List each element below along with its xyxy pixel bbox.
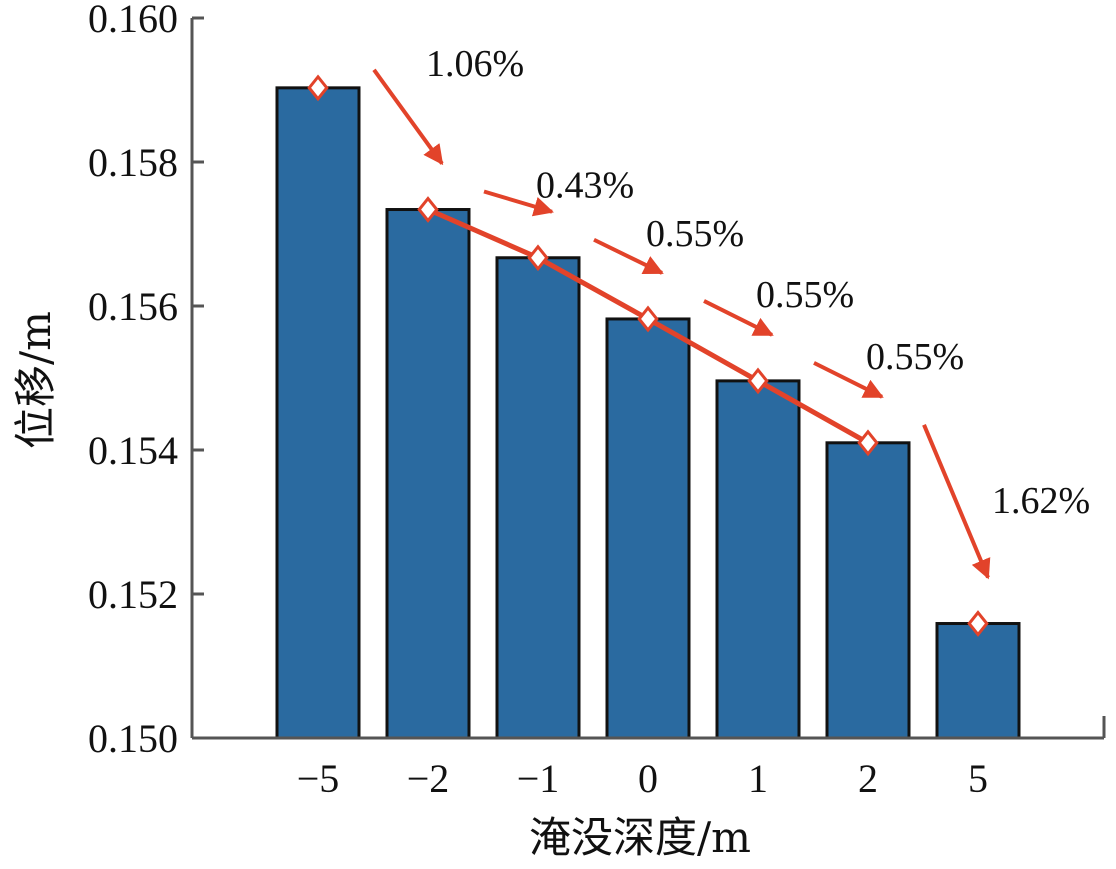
- bar-4: [715, 379, 801, 740]
- axes-group: [190, 18, 1106, 740]
- bar-0: [275, 86, 361, 740]
- bars-group: [275, 86, 1021, 740]
- change-arrow-0: [372, 68, 444, 166]
- marker-2: [527, 244, 549, 272]
- y-tick-label-1: 0.152: [88, 572, 178, 617]
- x-tick-label-5: 2: [858, 756, 878, 801]
- x-tick-label-0: −5: [297, 756, 340, 801]
- change-arrow-1: [483, 189, 554, 217]
- change-arrow-3: [703, 299, 774, 337]
- x-tick-label-3: 0: [638, 756, 658, 801]
- marker-6: [967, 610, 989, 637]
- bar-3: [605, 317, 691, 740]
- change-arrow-4: [813, 361, 884, 399]
- marker-4: [747, 367, 769, 395]
- x-tick-label-2: −1: [517, 756, 560, 801]
- bar-6: [935, 622, 1021, 740]
- marker-5: [857, 429, 879, 457]
- bar-2: [495, 256, 581, 740]
- change-label-1: 0.43%: [536, 165, 634, 207]
- y-tick-label-2: 0.154: [88, 428, 178, 473]
- y-tick-label-5: 0.160: [88, 0, 178, 41]
- change-label-2: 0.55%: [646, 213, 744, 255]
- bar-5: [825, 441, 911, 740]
- change-label-0: 1.06%: [426, 43, 524, 85]
- annotations-group: 1.06% 0.43% 0.55% 0.55% 0.55% 1.62%: [372, 43, 1090, 580]
- y-axis-title: 位移/m: [11, 311, 60, 449]
- change-arrow-2: [593, 237, 664, 275]
- marker-3: [637, 305, 659, 333]
- x-tick-label-4: 1: [748, 756, 768, 801]
- x-tick-label-1: −2: [407, 756, 450, 801]
- change-label-3: 0.55%: [756, 274, 854, 316]
- bar-1: [385, 208, 471, 740]
- y-tick-label-4: 0.158: [88, 140, 178, 185]
- y-tick-label-0: 0.150: [88, 716, 178, 761]
- marker-0: [307, 74, 329, 102]
- x-ticks-group: −5 −2 −1 0 1 2 5: [297, 756, 988, 801]
- trend-group: [307, 74, 989, 637]
- change-label-4: 0.55%: [866, 336, 964, 378]
- marker-1: [417, 196, 439, 223]
- x-axis-title: 淹没深度/m: [529, 813, 751, 862]
- x-tick-label-6: 5: [968, 756, 988, 801]
- y-tick-label-3: 0.156: [88, 284, 178, 329]
- change-arrow-5: [922, 424, 991, 580]
- change-label-5: 1.62%: [992, 480, 1090, 522]
- y-ticks-group: 0.150 0.152 0.154 0.156 0.158 0.160: [88, 0, 204, 761]
